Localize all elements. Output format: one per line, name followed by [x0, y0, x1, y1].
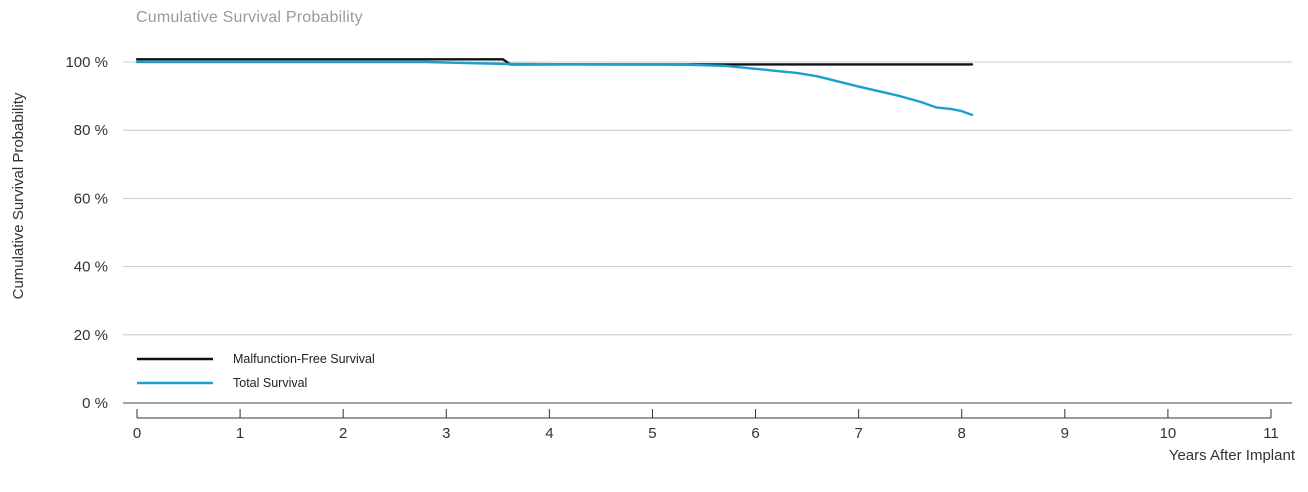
y-axis-tick-labels: 0 % 20 % 40 % 60 % 80 % 100 % [65, 54, 108, 412]
legend-label: Malfunction-Free Survival [233, 352, 375, 366]
y-tick-label: 0 % [82, 395, 108, 412]
y-tick-label: 80 % [74, 122, 108, 139]
y-tick-label: 100 % [65, 54, 108, 71]
x-axis: 0 1 2 3 4 5 6 7 8 9 10 11 [133, 409, 1279, 442]
y-tick-label: 40 % [74, 259, 108, 276]
chart-title: Cumulative Survival Probability [136, 9, 363, 26]
x-tick-label: 3 [442, 425, 450, 442]
y-axis-title: Cumulative Survival Probability [10, 92, 27, 299]
series-line-malfunction-free [135, 58, 974, 66]
series-lines [135, 58, 974, 117]
x-tick-label: 8 [958, 425, 966, 442]
x-tick-label: 5 [648, 425, 656, 442]
y-tick-label: 60 % [74, 190, 108, 207]
x-tick-label: 4 [545, 425, 553, 442]
x-tick-label: 6 [751, 425, 759, 442]
x-tick-label: 1 [236, 425, 244, 442]
legend-label: Total Survival [233, 376, 307, 390]
y-tick-label: 20 % [74, 327, 108, 344]
gridlines [123, 61, 1292, 404]
x-tick-label: 10 [1160, 425, 1177, 442]
x-axis-title: Years After Implant [1169, 447, 1296, 464]
x-tick-label: 2 [339, 425, 347, 442]
series-line-total [135, 60, 974, 117]
x-tick-label: 11 [1263, 425, 1279, 442]
legend: Malfunction-Free Survival Total Survival [137, 352, 375, 390]
x-tick-label: 9 [1061, 425, 1069, 442]
x-tick-label: 0 [133, 425, 141, 442]
x-tick-label: 7 [854, 425, 862, 442]
